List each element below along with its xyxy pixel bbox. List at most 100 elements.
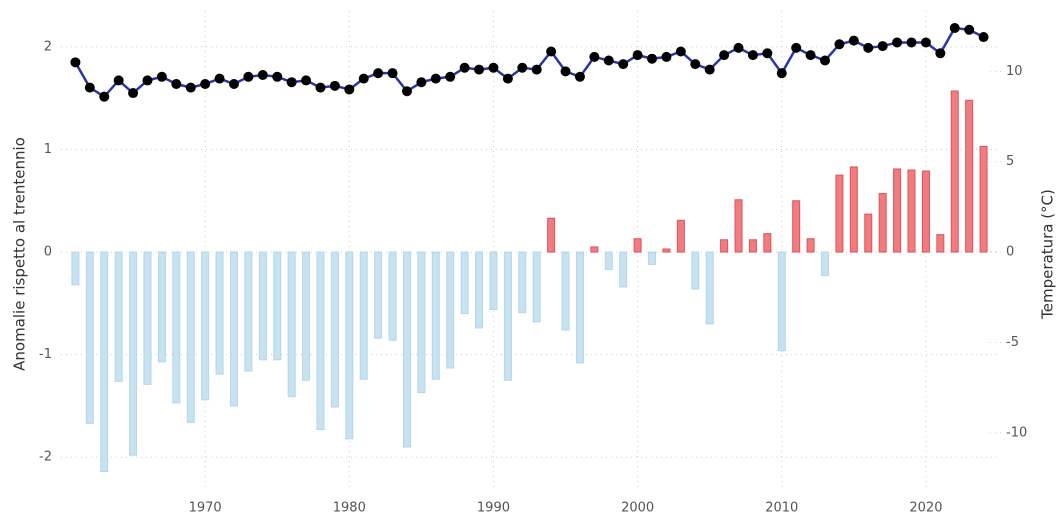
marker [661, 51, 672, 62]
marker [416, 77, 427, 88]
marker [978, 32, 989, 43]
x-tick-label: 1990 [477, 501, 510, 516]
bar [676, 219, 685, 253]
marker [560, 66, 571, 77]
bar [893, 168, 902, 253]
bar [388, 251, 397, 341]
marker [762, 48, 773, 59]
marker [99, 91, 110, 102]
bar [85, 251, 94, 424]
bar [547, 217, 556, 253]
bar [273, 251, 282, 361]
bar [302, 251, 311, 381]
bar [806, 238, 815, 253]
bar [878, 193, 887, 253]
y-axis-title: Anomalie rispetto al trentennio [11, 137, 29, 371]
bar [561, 251, 570, 331]
marker [301, 75, 312, 86]
bar [633, 238, 642, 253]
marker [920, 37, 931, 48]
bar [648, 251, 657, 265]
marker [834, 39, 845, 50]
bar [475, 251, 484, 329]
y2-tick-label: 10 [1006, 64, 1023, 79]
bar [575, 251, 584, 364]
marker [171, 79, 182, 90]
marker [791, 42, 802, 53]
y2-tick-label: 0 [1006, 245, 1014, 260]
marker [647, 53, 658, 64]
marker [315, 82, 326, 93]
y-tick-label: -1 [39, 347, 52, 362]
marker [618, 59, 629, 70]
bar [821, 251, 830, 277]
bar [748, 239, 757, 253]
bar [129, 251, 138, 456]
y-tick-label: 1 [44, 142, 52, 157]
bar [518, 251, 527, 314]
marker [185, 82, 196, 93]
bar [777, 251, 786, 352]
bar [431, 251, 440, 380]
y-tick-label: -2 [39, 450, 52, 465]
y-tick-label: 0 [44, 245, 52, 260]
marker [502, 73, 513, 84]
bar [402, 251, 411, 448]
marker [344, 84, 355, 95]
marker [373, 68, 384, 79]
marker [272, 71, 283, 82]
marker [228, 79, 239, 90]
marker [863, 42, 874, 53]
bar [662, 248, 671, 253]
bar [100, 251, 109, 473]
y-tick-label: 2 [44, 39, 52, 54]
bar [359, 251, 368, 380]
marker [84, 82, 95, 93]
marker [546, 46, 557, 57]
bar [849, 166, 858, 253]
bar [71, 251, 80, 286]
marker [70, 57, 81, 68]
y2-axis-title: Temperatura (°C) [1039, 189, 1057, 320]
line [74, 26, 985, 99]
bar [936, 234, 945, 253]
x-tick-label: 1980 [333, 501, 366, 516]
bar [201, 251, 210, 401]
marker [430, 73, 441, 84]
y2-tick-label: -10 [1006, 425, 1027, 440]
marker [776, 68, 787, 79]
marker [892, 37, 903, 48]
bar [921, 170, 930, 253]
marker [690, 59, 701, 70]
bar [792, 200, 801, 253]
marker [286, 77, 297, 88]
bar [503, 251, 512, 381]
marker [574, 71, 585, 82]
marker [200, 79, 211, 90]
marker [257, 69, 268, 80]
bar [965, 99, 974, 253]
marker [401, 86, 412, 97]
bar [143, 251, 152, 385]
marker [142, 75, 153, 86]
marker [719, 50, 730, 61]
marker [949, 22, 960, 33]
marker [964, 24, 975, 35]
y2-tick-label: -5 [1006, 335, 1019, 350]
bar [691, 251, 700, 290]
x-tick-label: 2020 [909, 501, 942, 516]
bar [374, 251, 383, 339]
marker [531, 64, 542, 75]
bar [244, 251, 253, 372]
marker [517, 62, 528, 73]
marker [474, 64, 485, 75]
bar [720, 239, 729, 253]
bar [258, 251, 267, 361]
marker [387, 68, 398, 79]
bar [489, 251, 498, 311]
x-tick-label: 2010 [765, 501, 798, 516]
marker [820, 55, 831, 66]
marker [675, 46, 686, 57]
marker [877, 41, 888, 52]
